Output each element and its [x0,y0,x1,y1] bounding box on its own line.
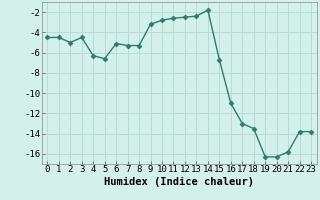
X-axis label: Humidex (Indice chaleur): Humidex (Indice chaleur) [104,177,254,187]
